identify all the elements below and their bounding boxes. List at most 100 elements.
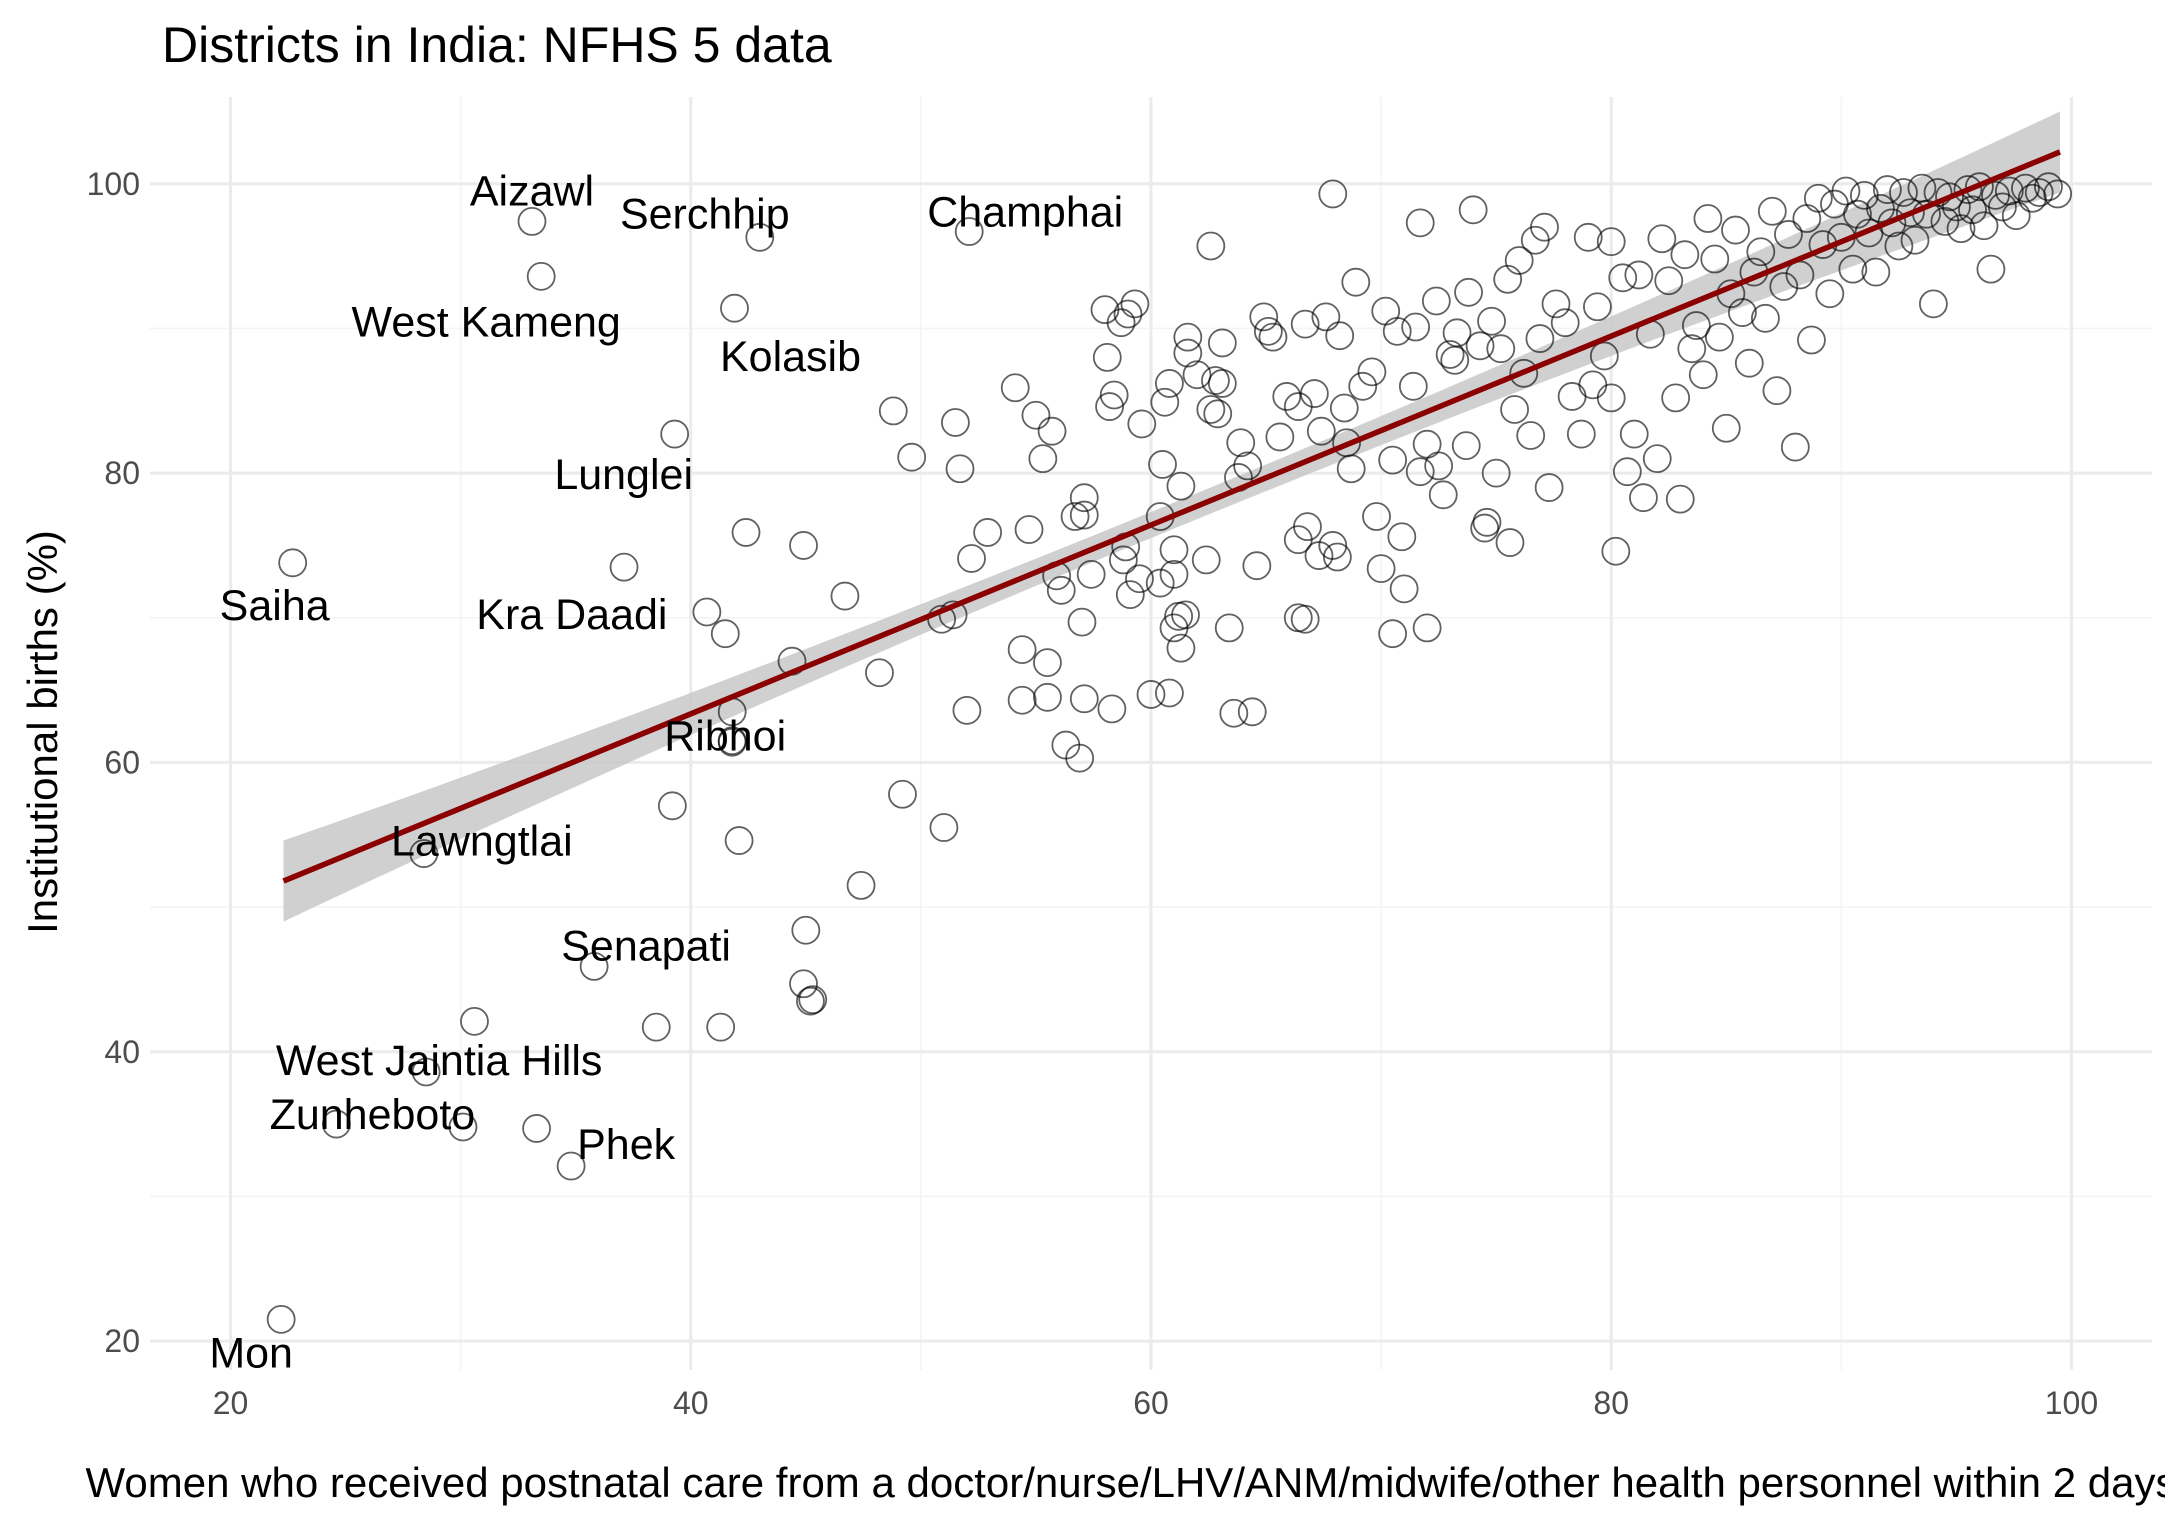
data-point xyxy=(1619,419,1649,449)
x-axis-title: Women who received postnatal care from a… xyxy=(86,1459,2165,1506)
data-point xyxy=(1721,215,1750,245)
data-point xyxy=(878,396,908,426)
data-point xyxy=(1389,574,1419,604)
data-point xyxy=(1727,298,1757,327)
data-point xyxy=(1362,502,1391,531)
data-point xyxy=(1988,192,2017,222)
data-point xyxy=(1458,195,1488,225)
data-point xyxy=(1182,360,1212,390)
data-point xyxy=(1550,308,1580,338)
data-point xyxy=(579,952,609,981)
data-point xyxy=(1486,334,1516,364)
data-point xyxy=(1145,568,1175,598)
grid-lines xyxy=(150,97,2152,1370)
y-tick-label: 80 xyxy=(104,455,140,491)
data-point xyxy=(1583,292,1612,322)
data-point xyxy=(556,1151,586,1181)
data-point xyxy=(938,600,968,630)
data-point xyxy=(1670,240,1700,270)
data-point xyxy=(2043,179,2073,209)
data-point xyxy=(1366,554,1396,583)
data-point xyxy=(789,531,818,560)
data-point xyxy=(1935,182,1964,212)
data-point xyxy=(1405,457,1435,487)
data-point xyxy=(1451,431,1481,461)
data-point xyxy=(1120,289,1150,319)
data-point xyxy=(1872,175,1902,204)
data-point xyxy=(1401,312,1431,342)
data-point xyxy=(1065,743,1095,773)
district-label: Kolasib xyxy=(720,333,861,381)
data-point xyxy=(1033,648,1062,678)
data-point xyxy=(321,1109,351,1139)
data-point xyxy=(1435,340,1465,369)
data-point xyxy=(1797,325,1826,355)
data-point xyxy=(1382,316,1412,346)
axis-tick-labels: 20 40 60 80 100 20 40 60 80 100 xyxy=(87,166,2099,1421)
data-point xyxy=(1421,286,1451,316)
data-point xyxy=(2017,183,2047,213)
data-point xyxy=(1329,393,1359,423)
data-point xyxy=(865,658,894,688)
data-point xyxy=(796,986,825,1016)
y-axis-title: Institutional births (%) xyxy=(19,530,66,934)
data-point xyxy=(1589,341,1619,371)
data-point xyxy=(1762,376,1792,406)
data-point xyxy=(1076,559,1106,589)
data-point xyxy=(1196,231,1226,261)
data-point xyxy=(1472,507,1502,537)
data-point xyxy=(1318,179,1348,209)
data-point xyxy=(1069,483,1099,513)
data-point xyxy=(1371,296,1401,326)
data-point xyxy=(1155,369,1184,398)
district-label: Lunglei xyxy=(554,451,693,499)
data-point xyxy=(1173,338,1203,368)
data-point xyxy=(1530,212,1559,242)
data-point xyxy=(1293,512,1322,542)
data-point xyxy=(945,454,975,484)
data-point xyxy=(1311,302,1341,332)
data-point xyxy=(791,915,821,945)
data-point xyxy=(1930,207,1960,236)
data-point xyxy=(1677,334,1707,364)
data-point xyxy=(1596,227,1626,257)
data-point xyxy=(1688,360,1718,390)
data-point xyxy=(1207,328,1237,358)
data-point xyxy=(1866,193,1895,223)
y-tick-label: 100 xyxy=(87,166,140,202)
district-label: Lawngtlai xyxy=(391,818,573,866)
data-point xyxy=(1780,432,1810,462)
data-point xyxy=(1171,600,1200,630)
data-point xyxy=(1516,421,1546,450)
data-point xyxy=(1060,502,1090,531)
data-point xyxy=(897,442,927,472)
data-point xyxy=(1226,428,1256,458)
data-point xyxy=(1233,451,1263,481)
data-point xyxy=(2001,201,2031,231)
chart-title: Districts in India: NFHS 5 data xyxy=(162,17,832,73)
data-point xyxy=(1665,484,1695,514)
data-point xyxy=(517,207,547,236)
data-point xyxy=(1095,392,1124,421)
data-point xyxy=(1290,604,1320,634)
data-point xyxy=(1976,254,2006,284)
data-point xyxy=(641,1012,671,1042)
data-point xyxy=(1889,178,1918,207)
data-point xyxy=(1711,413,1741,443)
scatter-points xyxy=(266,172,2073,1334)
district-label: Kra Daadi xyxy=(476,591,667,639)
data-point xyxy=(1014,515,1044,544)
data-point xyxy=(1021,400,1051,430)
data-point xyxy=(1127,409,1157,439)
data-point xyxy=(1196,395,1226,424)
data-point xyxy=(1299,379,1329,408)
data-point xyxy=(1148,450,1177,479)
data-point xyxy=(724,826,754,855)
data-point xyxy=(1654,266,1684,296)
data-point xyxy=(973,518,1003,547)
data-point xyxy=(1067,607,1097,637)
data-point xyxy=(1115,580,1145,610)
data-point xyxy=(1283,392,1313,421)
data-point xyxy=(1953,175,1983,204)
